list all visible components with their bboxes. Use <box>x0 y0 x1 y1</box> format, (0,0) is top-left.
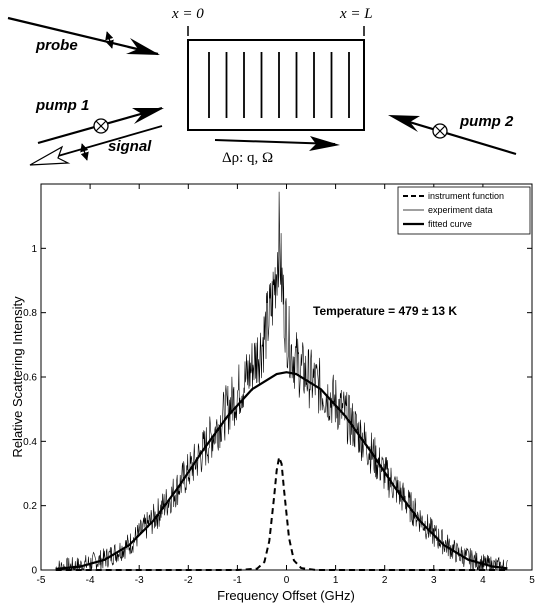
xL-label-text: x = L <box>340 6 373 22</box>
legend-box <box>397 186 531 235</box>
x-tick-label: 0 <box>284 575 290 586</box>
series-experiment-data <box>55 191 508 572</box>
legend-label-instrument: instrument function <box>428 191 504 201</box>
x-axis-label: Frequency Offset (GHz) <box>217 588 355 603</box>
x-tick-label: 3 <box>431 575 437 586</box>
probe-polarization-icon <box>105 31 114 49</box>
pump1-arrowhead <box>132 108 164 124</box>
series-instrument-function <box>55 453 508 571</box>
probe-beam <box>7 16 159 56</box>
momentum-arrowhead <box>309 136 340 151</box>
y-tick-label: 0.8 <box>23 308 37 319</box>
x0-label-text: x = 0 <box>172 6 204 22</box>
x-tick-label: -3 <box>135 575 144 586</box>
x-tick-label: -5 <box>37 575 46 586</box>
x-tick-label: 2 <box>382 575 388 586</box>
pump1-label: pump 1 <box>36 97 90 114</box>
y-tick-label: 0.4 <box>23 437 37 448</box>
pump2-label: pump 2 <box>460 113 514 130</box>
legend-label-fitted: fitted curve <box>428 219 472 229</box>
x0-label: x = 0 <box>172 6 204 23</box>
probe-label: probe <box>36 37 78 54</box>
pump2-arrowhead <box>388 115 420 132</box>
signal-beam <box>43 125 163 161</box>
series-fitted-curve <box>55 371 508 571</box>
momentum-arrow <box>214 139 336 145</box>
x-tick-label: -4 <box>86 575 95 586</box>
legend-label-experiment: experiment data <box>428 205 493 215</box>
probe-arrowhead <box>126 38 160 55</box>
pump2-beam <box>395 116 517 156</box>
chart: -5 -4 -3 -2 -1 0 1 2 3 4 5 0 0.2 0.4 0.6 0.8 1 instrumen… <box>10 183 535 603</box>
axis-ticks: -5 -4 -3 -2 -1 0 1 2 3 4 5 0 0.2 0.4 0.6 0.8 1 <box>23 184 535 586</box>
grating-lines <box>208 52 350 118</box>
x-tick-label: -2 <box>184 575 193 586</box>
legend: instrument function experiment data fitt… <box>397 186 531 235</box>
y-tick-label: 0 <box>31 566 37 577</box>
x-tick-label: 1 <box>333 575 339 586</box>
interaction-diagram <box>7 16 517 166</box>
y-axis-label: Relative Scattering Intensity <box>10 296 25 458</box>
y-tick-label: 0.2 <box>23 501 37 512</box>
series-layer <box>55 191 508 572</box>
signal-polarization-icon <box>80 143 89 161</box>
sample-cell <box>187 39 365 131</box>
plot-frame <box>40 183 533 571</box>
y-tick-label: 1 <box>31 244 37 255</box>
xL-label: x = L <box>340 6 373 23</box>
temperature-annotation: Temperature = 479 ± 13 K <box>313 304 457 318</box>
signal-arrowhead <box>29 145 71 166</box>
momentum-label: Δρ: q, Ω <box>222 150 274 166</box>
x-tick-label: 5 <box>529 575 535 586</box>
signal-label: signal <box>108 138 152 155</box>
x-tick-label: -1 <box>233 575 242 586</box>
y-tick-label: 0.6 <box>23 373 37 384</box>
x-tick-label: 4 <box>480 575 486 586</box>
